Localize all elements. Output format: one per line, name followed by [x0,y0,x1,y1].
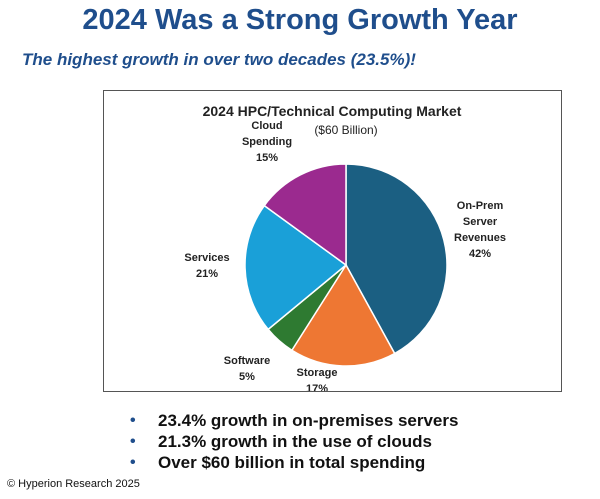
pie-chart-panel: 2024 HPC/Technical Computing Market ($60… [103,90,562,392]
pie-slice-storage [290,263,396,367]
chart-title: 2024 HPC/Technical Computing Market [203,103,462,119]
chart-subtitle: ($60 Billion) [314,123,377,137]
bullet-icon: • [130,454,136,471]
pie-slice-services [244,204,348,331]
slice-label-services: Services 21% [184,252,229,280]
pie-chart: 2024 HPC/Technical Computing Market ($60… [184,103,506,391]
slide-subtitle: The highest growth in over two decades (… [22,50,416,69]
bullet-list: • 23.4% growth in on-premises servers • 21… [130,410,458,473]
bullet-item: • Over $60 billion in total spending [130,453,426,472]
bullet-icon: • [130,412,136,429]
slice-label-on-prem-server-revenues: On-Prem Server Revenues 42% [454,200,506,260]
bullet-item: • 21.3% growth in the use of clouds [130,432,432,451]
slice-label-software: Software 5% [224,355,270,383]
slide-title: 2024 Was a Strong Growth Year [82,4,518,36]
bullet-item: • 23.4% growth in on-premises servers [130,411,459,430]
pie-slice-on-prem-server-revenues [345,163,448,355]
copyright-footer: © Hyperion Research 2025 [7,478,140,490]
bullet-icon: • [130,433,136,450]
slice-label-storage: Storage 17% [297,367,338,391]
slice-label-cloud-spending: Cloud Spending 15% [242,120,292,164]
pie-slice-cloud-spending [263,163,347,267]
